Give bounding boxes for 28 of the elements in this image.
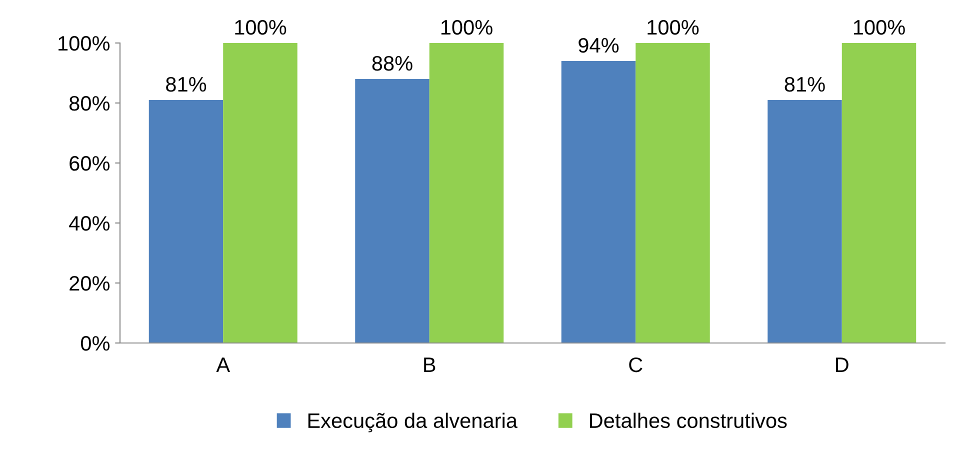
bar xyxy=(223,43,298,343)
bar xyxy=(636,43,710,343)
y-tick-label: 80% xyxy=(69,96,110,111)
bar xyxy=(842,43,916,343)
y-tick-label: 20% xyxy=(70,276,110,291)
legend-label: Detalhes construtivos xyxy=(590,412,787,428)
x-tick-label: B xyxy=(424,358,436,372)
bar xyxy=(768,100,842,343)
x-tick-label: D xyxy=(836,358,848,372)
bar xyxy=(561,61,636,343)
y-tick-label: 0% xyxy=(80,336,110,351)
data-label: 100% xyxy=(235,20,286,35)
data-label: 100% xyxy=(441,20,492,35)
data-label: 81% xyxy=(166,76,206,92)
data-label: 94% xyxy=(578,38,619,53)
legend-label: Execução da alvenaria xyxy=(308,412,518,432)
data-label: 88% xyxy=(372,56,412,71)
bar xyxy=(148,100,224,343)
y-tick-label: 60% xyxy=(70,156,110,171)
x-tick-label: A xyxy=(216,358,230,372)
bar xyxy=(355,79,430,343)
data-label: 100% xyxy=(854,20,905,35)
y-tick-label: 100% xyxy=(58,36,110,51)
y-tick-label: 40% xyxy=(69,216,110,231)
x-tick-label: C xyxy=(629,357,642,372)
bar xyxy=(429,43,504,343)
data-label: 81% xyxy=(784,76,825,92)
data-label: 100% xyxy=(648,20,699,35)
